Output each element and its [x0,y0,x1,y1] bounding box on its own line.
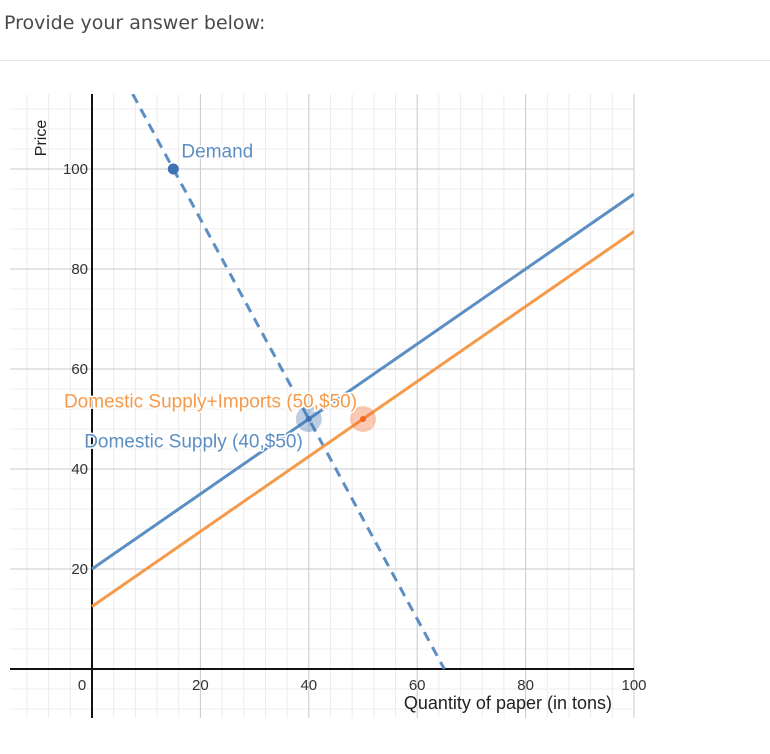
data-point [360,416,366,422]
x-tick-label: 60 [409,677,426,694]
series-line-demand [131,94,446,670]
x-tick-label: 40 [300,677,317,694]
x-axis-label: Quantity of paper (in tons) [404,693,612,713]
x-tick-label: 20 [192,677,209,694]
y-tick-label: 20 [71,561,88,578]
x-tick-label: 0 [78,677,86,694]
y-tick-label: 100 [63,161,88,178]
y-tick-label: 40 [71,461,88,478]
y-axis-label: Price [33,120,50,157]
annotation-label: Domestic Supply+Imports (50,$50) [64,392,357,413]
axes [10,94,634,718]
annotation-label: Demand [181,142,253,163]
annotation-label: Domestic Supply (40,$50) [84,432,303,453]
tick-labels: 0 20 40 60 80 100 20 40 60 80 100 [63,161,647,694]
prompt-text: Provide your answer below: [4,12,266,34]
minor-grid [10,94,634,718]
y-tick-label: 60 [71,361,88,378]
data-points [167,163,376,432]
series-line-domestic-supply [91,192,634,571]
data-point [305,416,312,422]
data-point [167,163,179,175]
y-tick-label: 80 [71,261,88,278]
x-tick-label: 100 [621,677,646,694]
major-grid [10,94,635,718]
x-tick-label: 80 [517,677,534,694]
annotations: Demand Domestic Supply+Imports (50,$50) Do… [62,140,358,454]
divider [0,60,770,61]
series-lines [91,94,634,670]
